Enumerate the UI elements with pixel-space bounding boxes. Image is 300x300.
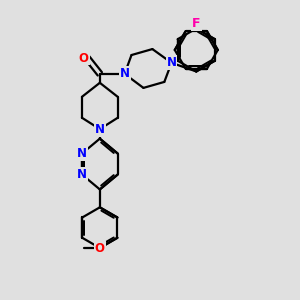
Text: N: N [77, 168, 87, 181]
Text: N: N [77, 147, 87, 160]
Text: O: O [79, 52, 89, 64]
Text: N: N [120, 68, 130, 80]
Text: N: N [167, 56, 176, 69]
Text: O: O [95, 242, 105, 255]
Text: F: F [192, 16, 200, 30]
Text: N: N [95, 123, 105, 136]
